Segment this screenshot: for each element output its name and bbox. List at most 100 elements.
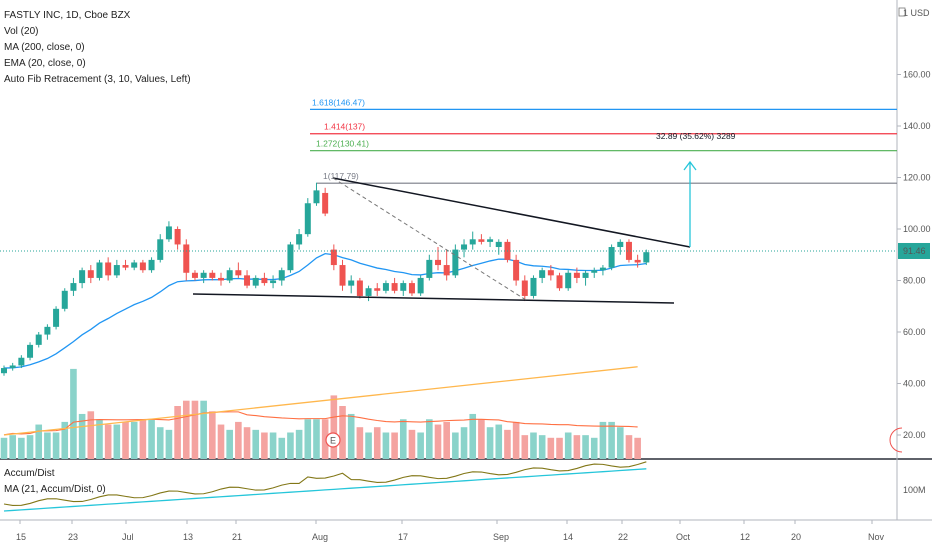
accum-dist-axis-label: 100M	[903, 485, 926, 495]
candle-body	[44, 326, 51, 335]
legend-volume[interactable]: Vol (20)	[4, 26, 39, 37]
candle	[122, 259, 129, 271]
candle-body	[408, 283, 415, 294]
candle	[565, 270, 572, 291]
volume-bar	[209, 411, 216, 459]
candle	[53, 306, 60, 330]
candle-body	[296, 234, 303, 245]
candle	[348, 275, 355, 294]
candle	[218, 272, 224, 286]
candle	[35, 332, 42, 348]
price-tick-label: 80.00	[903, 276, 926, 286]
volume-bar	[521, 435, 529, 459]
fib-level-label: 1.618(146.47)	[312, 97, 365, 107]
time-tick-label: 21	[232, 532, 242, 542]
price-tick-label: 20.00	[903, 430, 926, 440]
candle	[244, 270, 251, 289]
legend-accum-dist[interactable]: Accum/Dist	[4, 468, 55, 479]
volume-bar	[365, 432, 372, 459]
candle-body	[530, 277, 537, 296]
time-tick-label: 22	[618, 532, 628, 542]
volume-bar	[582, 435, 589, 459]
time-tick-label: Oct	[676, 532, 691, 542]
legend-ma200[interactable]: MA (200, close, 0)	[4, 42, 85, 53]
candle-body	[87, 270, 94, 278]
candle	[139, 259, 146, 273]
candle-body	[174, 229, 181, 245]
candle	[270, 275, 277, 289]
candle	[539, 267, 546, 284]
lower-trendline	[192, 293, 675, 304]
volume-bar	[226, 429, 233, 459]
fib-level-label: 1(117.79)	[323, 171, 359, 181]
candle-body	[191, 272, 198, 278]
volume-bar	[547, 437, 555, 459]
price-tick-label: 140.00	[903, 121, 931, 131]
candle-body	[139, 262, 146, 271]
legend-auto-fib[interactable]: Auto Fib Retracement (3, 10, Values, Lef…	[4, 74, 191, 85]
candle-body	[391, 283, 398, 291]
volume-bar	[0, 437, 8, 459]
candle-body	[452, 249, 459, 276]
volume-bar	[87, 411, 95, 459]
candle-body	[131, 262, 138, 268]
currency-label: 1 USD	[903, 8, 930, 18]
candle-body	[278, 270, 285, 281]
candle	[617, 239, 624, 255]
candle-body	[478, 239, 485, 242]
candle-body	[218, 277, 224, 281]
accum-dist-ma-line	[3, 468, 647, 512]
candle	[165, 221, 172, 242]
candle	[573, 267, 580, 284]
volume-bar	[165, 429, 173, 459]
volume-bar	[452, 432, 459, 459]
volume-bar	[634, 437, 641, 459]
candle	[426, 254, 433, 281]
volume-bar	[78, 413, 86, 459]
candle-body	[443, 265, 450, 276]
time-tick-label: Nov	[868, 532, 885, 542]
symbol-title[interactable]: FASTLY INC, 1D, Cboe BZX	[4, 10, 131, 21]
volume-bar	[373, 427, 381, 459]
volume-bar	[391, 432, 398, 459]
time-tick-label: 14	[563, 532, 573, 542]
candle	[9, 362, 16, 371]
candle-body	[9, 365, 16, 369]
candle	[513, 254, 520, 286]
candle-body	[582, 272, 589, 278]
volume-bar	[61, 421, 69, 459]
candle	[287, 241, 294, 273]
fib-level-label: 1.272(130.41)	[316, 139, 369, 149]
volume-bar	[26, 435, 34, 459]
price-tick-label: 60.00	[903, 327, 926, 337]
candle-body	[105, 262, 112, 276]
candle	[61, 288, 68, 312]
candle	[183, 239, 190, 281]
volume-bar	[52, 432, 60, 459]
candle	[591, 267, 598, 278]
candle	[252, 275, 259, 289]
time-tick-label: Sep	[493, 532, 509, 542]
legend-accum-dist-ma[interactable]: MA (21, Accum/Dist, 0)	[4, 484, 106, 495]
candle	[304, 198, 311, 237]
candle	[18, 355, 25, 369]
volume-bar	[573, 435, 581, 459]
volume-bar	[44, 432, 51, 459]
volume-bar	[122, 421, 129, 459]
candle-body	[122, 265, 129, 268]
candle-body	[643, 252, 650, 263]
candle	[487, 236, 494, 248]
volume-ma-line	[3, 411, 638, 436]
candle	[70, 277, 77, 296]
candle	[382, 280, 389, 294]
volume-bar	[556, 437, 563, 459]
volume-bar	[356, 427, 364, 459]
candle	[322, 187, 329, 217]
candle	[1, 365, 7, 376]
volume-bar	[434, 424, 442, 459]
candle-body	[53, 308, 60, 327]
upper-trendline	[332, 177, 691, 248]
legend-ema20[interactable]: EMA (20, close, 0)	[4, 58, 86, 69]
